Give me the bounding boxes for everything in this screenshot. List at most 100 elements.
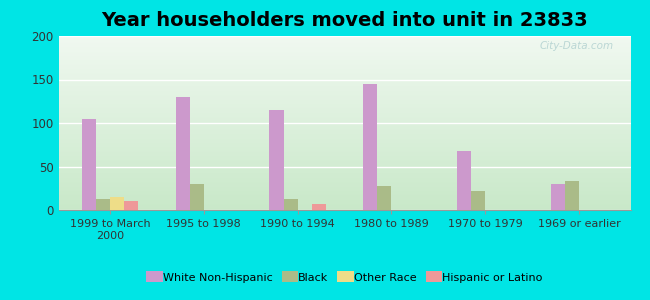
Bar [58,173,630,174]
Bar [176,97,190,210]
Bar [58,194,630,195]
Bar [58,175,630,176]
Bar [270,110,283,210]
Bar [58,87,630,88]
Bar [58,160,630,161]
Bar [58,203,630,204]
Bar [58,132,630,133]
Bar [58,189,630,190]
Bar [58,82,630,83]
Bar [565,181,579,210]
Bar [58,70,630,71]
Bar [58,118,630,119]
Bar [58,179,630,180]
Bar [58,90,630,91]
Bar [58,176,630,177]
Bar [58,77,630,78]
Bar [58,63,630,64]
Bar [58,125,630,126]
Bar [96,199,110,210]
Bar [58,149,630,150]
Bar [58,103,630,104]
Bar [58,86,630,87]
Bar [58,117,630,118]
Bar [58,48,630,49]
Bar [58,120,630,121]
Bar [58,144,630,145]
Bar [58,127,630,128]
Bar [58,113,630,114]
Bar [58,49,630,50]
Bar [58,111,630,112]
Bar [58,94,630,95]
Bar [58,72,630,73]
Bar [58,209,630,210]
Bar [58,97,630,98]
Bar [58,196,630,197]
Bar [58,140,630,141]
Bar [58,190,630,191]
Bar [58,147,630,148]
Bar [58,40,630,41]
Bar [363,84,377,210]
Bar [58,204,630,205]
Bar [58,145,630,146]
Bar [58,174,630,175]
Bar [58,166,630,167]
Bar [58,131,630,132]
Bar [58,129,630,130]
Bar [58,124,630,125]
Bar [58,116,630,117]
Bar [58,85,630,86]
Bar [58,102,630,103]
Bar [58,62,630,63]
Bar [58,172,630,173]
Bar [58,164,630,165]
Bar [58,54,630,55]
Bar [58,201,630,202]
Bar [58,133,630,134]
Bar [58,159,630,160]
Bar [58,151,630,152]
Bar [58,181,630,182]
Bar [58,139,630,140]
Bar [377,186,391,210]
Bar [58,152,630,153]
Bar [58,60,630,61]
Bar [58,98,630,99]
Bar [58,56,630,57]
Bar [58,69,630,70]
Bar [58,136,630,137]
Bar [110,197,124,210]
Bar [58,41,630,42]
Bar [58,44,630,45]
Bar [58,197,630,198]
Bar [58,105,630,106]
Bar [58,52,630,53]
Bar [58,57,630,58]
Bar [58,153,630,154]
Bar [58,208,630,209]
Bar [58,143,630,144]
Bar [58,45,630,46]
Bar [58,118,630,119]
Bar [58,205,630,206]
Bar [58,100,630,101]
Bar [58,74,630,75]
Bar [58,91,630,92]
Text: City-Data.com: City-Data.com [540,41,614,51]
Bar [58,134,630,135]
Bar [58,108,630,109]
Bar [58,88,630,89]
Bar [58,38,630,39]
Bar [58,64,630,65]
Bar [58,154,630,155]
Bar [58,122,630,123]
Bar [58,61,630,62]
Bar [58,110,630,111]
Bar [58,101,630,102]
Bar [58,206,630,207]
Bar [58,123,630,124]
Bar [58,76,630,77]
Bar [58,158,630,159]
